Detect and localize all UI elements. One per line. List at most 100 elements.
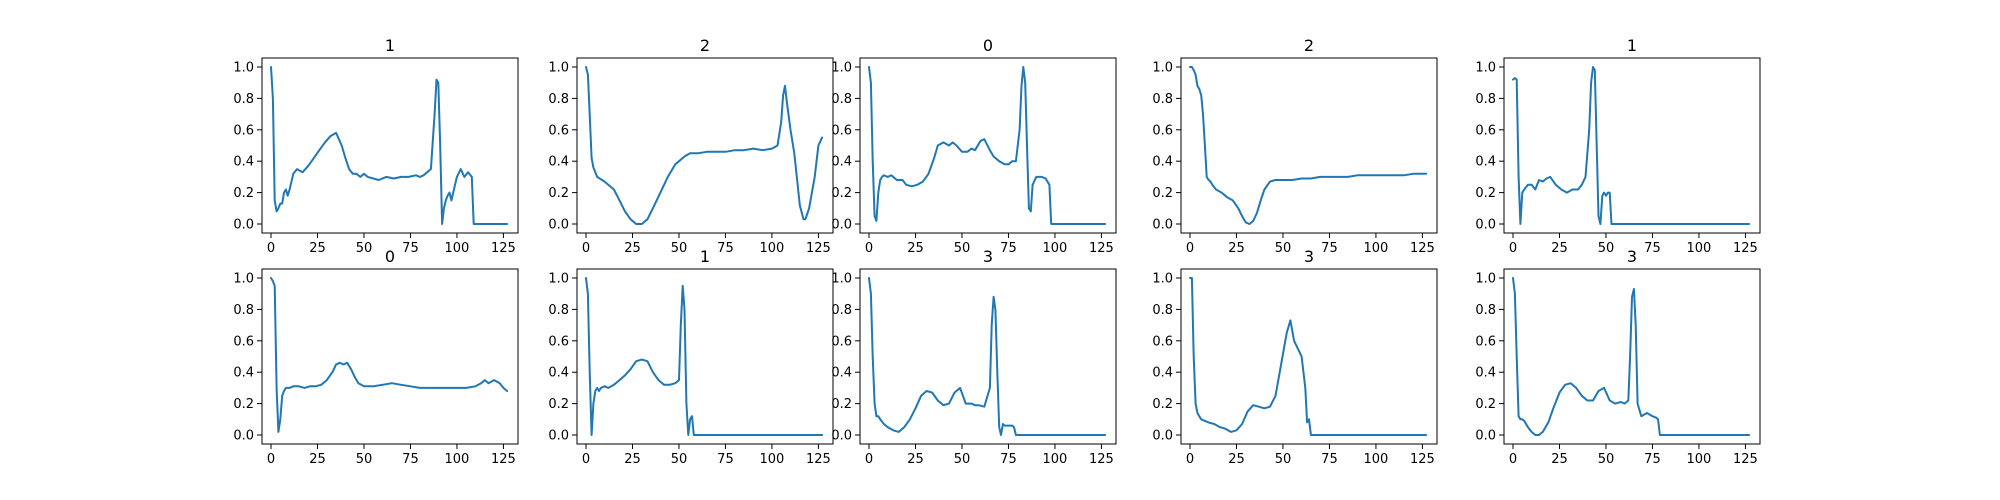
x-tick-label: 100 xyxy=(1364,452,1389,467)
y-tick-label: 0.8 xyxy=(548,303,569,318)
x-tick-label: 125 xyxy=(806,241,831,256)
y-tick-label: 0.6 xyxy=(548,123,569,138)
subplot-panel: 3 0 25 50 75 100 125 0.0 0.2 0.4 0.6 0.8 1.0 xyxy=(1152,247,1438,467)
series-line xyxy=(1189,277,1428,436)
x-tick-label: 100 xyxy=(760,452,785,467)
x-tick-label: 25 xyxy=(624,241,641,256)
y-tick-label: 0.0 xyxy=(1475,429,1496,444)
subplot-panel: 3 0 25 50 75 100 125 0.0 0.2 0.4 0.6 0.8 1.0 xyxy=(831,247,1117,467)
x-tick-label: 50 xyxy=(954,452,971,467)
x-tick-label: 0 xyxy=(1186,452,1194,467)
y-tick-label: 0.4 xyxy=(1475,155,1496,170)
subplot-title: 3 xyxy=(1304,247,1314,266)
x-tick-label: 50 xyxy=(671,241,688,256)
y-tick-label: 0.0 xyxy=(548,429,569,444)
y-tick-label: 1.0 xyxy=(1152,272,1173,287)
y-tick-label: 0.8 xyxy=(233,303,254,318)
y-tick-label: 0.6 xyxy=(233,123,254,138)
x-tick-label: 125 xyxy=(1410,452,1435,467)
x-tick-label: 100 xyxy=(1364,241,1389,256)
y-tick-label: 0.0 xyxy=(548,218,569,233)
x-tick-label: 25 xyxy=(309,452,326,467)
x-tick-label: 75 xyxy=(402,452,419,467)
subplot-frame xyxy=(859,268,1117,445)
subplot-title: 1 xyxy=(385,36,395,55)
y-tick-label: 0.8 xyxy=(1152,92,1173,107)
subplot-frame xyxy=(576,268,834,445)
x-tick-label: 100 xyxy=(1687,452,1712,467)
x-tick-label: 25 xyxy=(1551,241,1568,256)
y-tick-label: 0.2 xyxy=(1152,397,1173,412)
x-tick-label: 0 xyxy=(1186,241,1194,256)
subplot-panel: 3 0 25 50 75 100 125 0.0 0.2 0.4 0.6 0.8 1.0 xyxy=(1475,247,1761,467)
x-tick-label: 50 xyxy=(954,241,971,256)
x-tick-label: 125 xyxy=(491,241,516,256)
x-tick-label: 25 xyxy=(1228,452,1245,467)
subplot-frame xyxy=(1503,268,1761,445)
x-tick-label: 125 xyxy=(806,452,831,467)
y-tick-label: 0.6 xyxy=(1152,334,1173,349)
series-line xyxy=(868,277,1107,436)
series-line xyxy=(270,66,509,225)
y-tick-label: 0.8 xyxy=(1475,303,1496,318)
x-tick-label: 75 xyxy=(1000,241,1017,256)
x-tick-label: 100 xyxy=(445,452,470,467)
x-tick-label: 0 xyxy=(267,241,275,256)
y-tick-label: 0.2 xyxy=(1152,186,1173,201)
x-tick-label: 25 xyxy=(624,452,641,467)
y-tick-label: 0.4 xyxy=(233,155,254,170)
subplot-frame xyxy=(576,57,834,234)
y-tick-label: 0.0 xyxy=(831,218,852,233)
y-tick-label: 0.4 xyxy=(831,366,852,381)
y-tick-label: 0.4 xyxy=(233,366,254,381)
x-tick-label: 100 xyxy=(1043,241,1068,256)
x-tick-label: 125 xyxy=(1089,452,1114,467)
x-tick-label: 75 xyxy=(1644,452,1661,467)
y-tick-label: 1.0 xyxy=(831,61,852,76)
series-line xyxy=(585,277,824,436)
subplot-panel: 1 0 25 50 75 100 125 0.0 0.2 0.4 0.6 0.8 1.0 xyxy=(1475,36,1761,256)
x-tick-label: 50 xyxy=(1275,241,1292,256)
subplot-frame xyxy=(261,268,519,445)
x-tick-label: 125 xyxy=(1089,241,1114,256)
subplot-panel: 0 0 25 50 75 100 125 0.0 0.2 0.4 0.6 0.8 1.0 xyxy=(831,36,1117,256)
y-tick-label: 0.2 xyxy=(233,397,254,412)
y-tick-label: 0.8 xyxy=(548,92,569,107)
x-tick-label: 75 xyxy=(1321,452,1338,467)
series-line xyxy=(585,66,824,225)
y-tick-label: 0.2 xyxy=(1475,397,1496,412)
x-tick-label: 50 xyxy=(1275,452,1292,467)
y-tick-label: 0.2 xyxy=(233,186,254,201)
y-tick-label: 0.4 xyxy=(1152,366,1173,381)
y-tick-label: 0.6 xyxy=(1152,123,1173,138)
subplot-panel: 2 0 25 50 75 100 125 0.0 0.2 0.4 0.6 0.8 1.0 xyxy=(1152,36,1438,256)
y-tick-label: 0.2 xyxy=(1475,186,1496,201)
y-tick-label: 0.4 xyxy=(548,155,569,170)
y-tick-label: 0.2 xyxy=(831,397,852,412)
y-tick-label: 0.0 xyxy=(831,429,852,444)
series-line xyxy=(1512,66,1751,225)
y-tick-label: 0.6 xyxy=(1475,334,1496,349)
y-tick-label: 0.8 xyxy=(1475,92,1496,107)
x-tick-label: 25 xyxy=(1228,241,1245,256)
x-tick-label: 0 xyxy=(1509,452,1517,467)
y-tick-label: 0.0 xyxy=(1152,218,1173,233)
x-tick-label: 125 xyxy=(491,452,516,467)
x-tick-label: 50 xyxy=(1598,452,1615,467)
x-tick-label: 25 xyxy=(309,241,326,256)
x-tick-label: 50 xyxy=(356,241,373,256)
y-tick-label: 0.0 xyxy=(1475,218,1496,233)
subplot-frame xyxy=(1503,57,1761,234)
y-tick-label: 0.8 xyxy=(233,92,254,107)
x-tick-label: 75 xyxy=(1644,241,1661,256)
subplot-title: 0 xyxy=(983,36,993,55)
x-tick-label: 25 xyxy=(907,452,924,467)
y-tick-label: 0.6 xyxy=(1475,123,1496,138)
y-tick-label: 0.2 xyxy=(548,397,569,412)
y-tick-label: 1.0 xyxy=(1152,61,1173,76)
x-tick-label: 0 xyxy=(582,452,590,467)
y-tick-label: 0.2 xyxy=(831,186,852,201)
y-tick-label: 1.0 xyxy=(233,272,254,287)
x-tick-label: 75 xyxy=(717,241,734,256)
x-tick-label: 0 xyxy=(1509,241,1517,256)
